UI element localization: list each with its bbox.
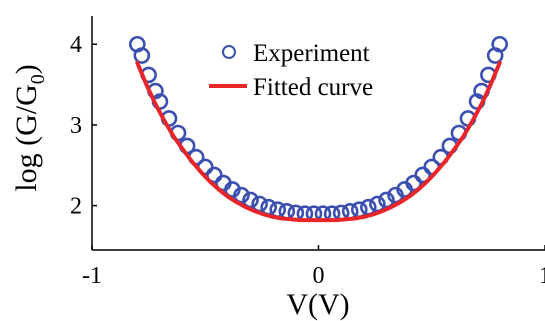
experiment-point — [242, 191, 259, 209]
legend-label-fitted: Fitted curve — [253, 74, 373, 101]
plot-area — [129, 35, 509, 223]
experiment-point — [378, 191, 395, 209]
legend-marker-experiment — [222, 45, 236, 59]
experiment-point — [206, 166, 223, 184]
x-axis-label: V(V) — [286, 288, 349, 321]
experiment-point — [350, 201, 368, 218]
experiment-point — [233, 186, 250, 204]
experiment-point — [491, 35, 509, 53]
experiment-point — [133, 47, 151, 64]
y-axis-label-subscript: 0 — [27, 74, 49, 84]
experiment-point — [260, 198, 277, 216]
x-tick-label: -1 — [82, 263, 102, 289]
y-axis-label-close: ) — [10, 64, 43, 74]
fitted-curve-line — [135, 60, 502, 223]
experiment-point — [414, 166, 431, 184]
y-tick-label: 4 — [70, 32, 82, 58]
legend: Experiment Fitted curve — [209, 40, 373, 101]
x-tick-label: 1 — [539, 263, 545, 289]
y-tick-label: 3 — [70, 113, 82, 139]
experiment-point — [405, 174, 422, 192]
legend-label-experiment: Experiment — [253, 40, 370, 67]
y-axis-label-main: log (G/G — [10, 84, 43, 192]
series-experiment — [129, 35, 509, 222]
y-tick-label: 2 — [70, 194, 82, 220]
y-axis-label: log (G/G0) — [10, 64, 49, 192]
experiment-point — [360, 198, 377, 216]
x-tick-label: 0 — [313, 263, 325, 289]
axes: -1 0 1 2 3 4 — [70, 16, 545, 289]
